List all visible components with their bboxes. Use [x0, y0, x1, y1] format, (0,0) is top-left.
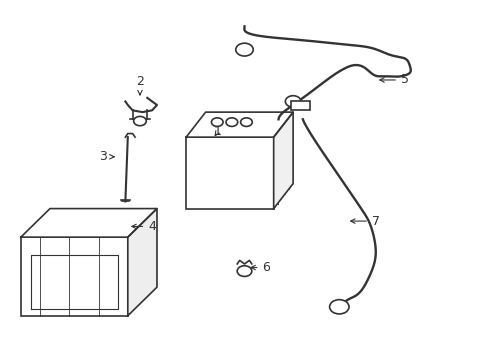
Circle shape — [285, 96, 300, 107]
Text: 7: 7 — [350, 215, 379, 228]
Circle shape — [211, 118, 223, 126]
Bar — [186, 137, 273, 208]
Circle shape — [225, 118, 237, 126]
Text: 3: 3 — [100, 150, 114, 163]
Polygon shape — [186, 112, 292, 137]
Circle shape — [133, 116, 146, 126]
Bar — [290, 102, 309, 111]
Polygon shape — [127, 208, 157, 316]
Bar — [21, 237, 127, 316]
Circle shape — [235, 43, 253, 56]
Text: 6: 6 — [250, 261, 270, 274]
Text: 5: 5 — [379, 73, 408, 86]
Text: 2: 2 — [136, 75, 143, 95]
Polygon shape — [21, 208, 157, 237]
Circle shape — [329, 300, 348, 314]
Circle shape — [240, 118, 252, 126]
Polygon shape — [273, 112, 292, 208]
Circle shape — [237, 266, 251, 276]
Text: 1: 1 — [213, 125, 221, 138]
Text: 4: 4 — [132, 220, 156, 233]
